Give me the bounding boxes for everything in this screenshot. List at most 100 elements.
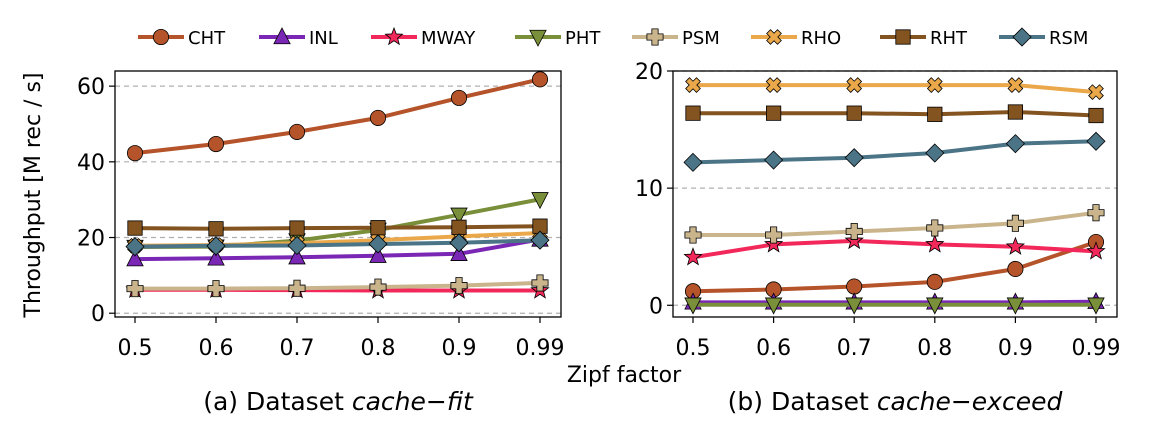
x-tick-label: 0.8 [361, 336, 396, 361]
x-tick-label: 0.99 [1072, 336, 1121, 361]
series-mway [683, 230, 1106, 266]
panel-cache-fit: 0 20 40 60 0.5 0.6 0.7 0.8 0.9 0.99 [77, 70, 565, 361]
y-tick-label: 10 [635, 177, 663, 202]
legend-label: RHT [930, 28, 968, 49]
series-rho [685, 77, 1104, 100]
series-line [692, 238, 1097, 260]
x-tick-label: 0.9 [442, 336, 477, 361]
legend-item-cht: CHT [138, 28, 226, 49]
legend-marker-triangle-up [273, 27, 291, 45]
legend-item-mway: MWAY [371, 26, 476, 49]
series-line [692, 240, 1097, 294]
data-point [288, 123, 306, 140]
data-point [1007, 104, 1024, 120]
legend-label: RHO [801, 28, 841, 49]
data-point [369, 278, 387, 296]
legend-item-rht: RHT [880, 28, 968, 49]
legend-label: PHT [565, 28, 601, 49]
data-point [1006, 214, 1024, 232]
legend-marker-circle [152, 28, 170, 46]
series-line [693, 210, 1097, 237]
plot-frame [114, 70, 562, 318]
data-point [685, 105, 701, 121]
series-rsm [683, 131, 1106, 172]
data-point [765, 77, 782, 93]
data-point [927, 106, 943, 122]
legend-marker-plus [646, 28, 664, 46]
legend-item-rho: RHO [751, 28, 841, 49]
x-tick-label: 0.7 [280, 336, 315, 361]
data-point [925, 143, 945, 163]
x-tick-label: 0.6 [199, 336, 234, 361]
data-point [368, 234, 388, 254]
legend-marker-x [766, 29, 782, 45]
legend-item-pht: PHT [515, 28, 601, 49]
data-point [684, 297, 702, 315]
data-point [1005, 236, 1026, 255]
data-point [288, 247, 306, 265]
x-tick-label: 0.5 [676, 336, 711, 361]
data-point [844, 230, 864, 250]
data-point [844, 148, 864, 168]
data-point [763, 234, 784, 253]
series-line [134, 224, 541, 231]
data-point [1086, 241, 1106, 260]
legend: CHT INL MWAY PHT PSM RHO RHT RSM [138, 26, 1088, 49]
x-tick-label: 0.8 [917, 336, 952, 361]
data-point [766, 105, 782, 121]
series-rht [685, 104, 1104, 124]
data-point [208, 221, 224, 237]
data-point [207, 135, 225, 153]
series-line [693, 299, 1097, 305]
caption-a: (a) Dataset cache−fit [203, 387, 474, 416]
data-point [206, 236, 226, 256]
data-point [126, 145, 144, 162]
data-point [530, 230, 550, 250]
series-line [693, 83, 1097, 95]
y-tick-label: 0 [649, 294, 663, 319]
data-point [684, 226, 702, 244]
data-point [1088, 84, 1104, 100]
data-point [764, 297, 783, 315]
data-point [845, 297, 863, 315]
data-point [685, 77, 701, 93]
data-point [370, 220, 386, 236]
legend-label: RSM [1049, 28, 1088, 49]
series-line [692, 139, 1097, 165]
data-point [926, 273, 943, 290]
data-point [369, 109, 387, 126]
legend-label: CHT [188, 28, 226, 49]
legend-item-inl: INL [259, 27, 338, 49]
caption-b: (b) Dataset cache−exceed [728, 387, 1063, 416]
series-line [134, 237, 541, 262]
data-point [1087, 297, 1105, 315]
y-tick-label: 20 [77, 227, 105, 252]
data-point [1086, 131, 1106, 151]
data-point [450, 277, 468, 295]
data-point [531, 274, 549, 292]
x-axis-label: Zipf factor [567, 363, 682, 388]
data-point [369, 245, 387, 263]
data-point [846, 77, 863, 93]
series-psm [684, 204, 1105, 244]
data-point [126, 280, 144, 298]
data-point [449, 233, 469, 253]
data-point [287, 235, 307, 256]
plot-frame [672, 70, 1118, 318]
panel-cache-exceed: 0 10 20 0.5 0.6 0.7 0.8 0.9 0.99 [635, 60, 1120, 361]
series-rht [127, 218, 548, 237]
legend-marker-triangle-down [529, 29, 547, 47]
data-point [1005, 134, 1025, 154]
data-point [531, 71, 549, 88]
data-point [926, 77, 943, 93]
data-point [846, 105, 862, 121]
legend-marker-star [384, 26, 404, 46]
data-point [1007, 77, 1024, 93]
data-point [450, 243, 468, 261]
data-point [683, 247, 703, 266]
legend-item-psm: PSM [632, 28, 720, 49]
x-tick-label: 0.99 [516, 336, 565, 361]
x-tick-label: 0.6 [756, 336, 791, 361]
series-line [134, 77, 541, 156]
